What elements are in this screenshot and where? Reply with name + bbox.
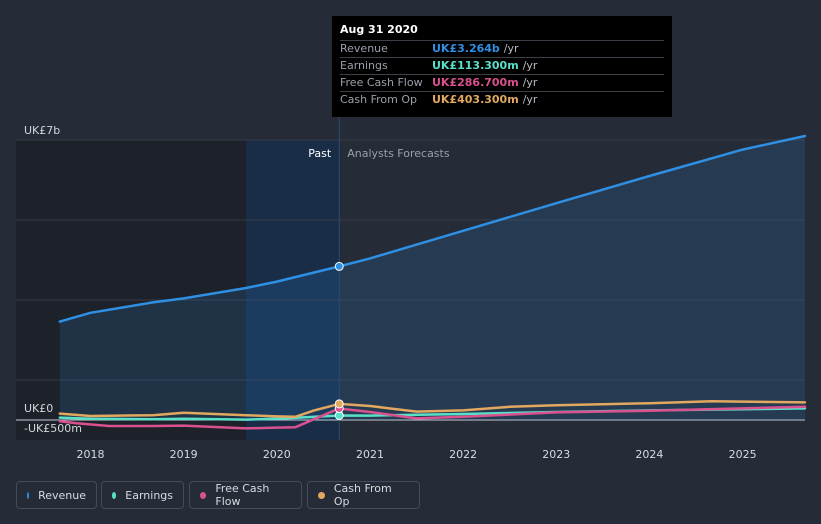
tooltip-date: Aug 31 2020	[340, 22, 664, 41]
past-region	[16, 140, 247, 440]
forecast-label: Analysts Forecasts	[347, 147, 450, 160]
tooltip-label: Free Cash Flow	[340, 76, 423, 89]
x-tick-label: 2023	[542, 448, 570, 461]
x-tick-label: 2025	[729, 448, 757, 461]
tooltip-unit: /yr	[503, 42, 519, 55]
revenue-area	[59, 136, 806, 420]
legend-label: Cash From Op	[333, 482, 392, 508]
free-cash-flow-line	[58, 405, 807, 430]
cash-from-op-line	[58, 399, 807, 419]
tooltip: Aug 31 2020 Revenue UK£3.264b/yr Earnings U…	[332, 16, 672, 117]
tooltip-value: UK£113.300m	[432, 59, 519, 72]
legend-label: Free Cash Flow	[215, 482, 270, 508]
legend-dot-icon	[112, 491, 117, 499]
tooltip-label: Revenue	[340, 42, 388, 55]
x-tick-label: 2019	[170, 448, 198, 461]
tooltip-label: Cash From Op	[340, 93, 418, 106]
tooltip-row: Cash From Op UK£403.300m/yr	[340, 92, 664, 108]
tooltip-value: UK£403.300m	[432, 93, 519, 106]
tooltip-row: Earnings UK£113.300m/yr	[340, 58, 664, 75]
legend-cash-from-op-button[interactable]: Cash From Op	[307, 481, 420, 509]
tooltip-row: Free Cash Flow UK£286.700m/yr	[340, 75, 664, 92]
tooltip-unit: /yr	[522, 59, 538, 72]
x-tick-label: 2020	[263, 448, 291, 461]
y-label-top: UK£7b	[24, 124, 60, 137]
legend-dot-icon	[200, 491, 207, 499]
legend-dot-icon	[27, 491, 30, 499]
past-label: Past	[308, 147, 332, 160]
revenue-point[interactable]	[334, 261, 344, 271]
x-tick-label: 2022	[449, 448, 477, 461]
y-label-bottom: -UK£500m	[24, 422, 82, 435]
legend-dot-icon	[318, 491, 325, 499]
tooltip-value: UK£3.264b	[432, 42, 500, 55]
x-tick-label: 2018	[77, 448, 105, 461]
legend-revenue-button[interactable]: Revenue	[16, 481, 97, 509]
cash-from-op-point[interactable]	[334, 399, 344, 409]
past-highlight	[246, 140, 340, 440]
legend-free-cash-flow-button[interactable]: Free Cash Flow	[189, 481, 302, 509]
tooltip-label: Earnings	[340, 59, 388, 72]
y-label-zero: UK£0	[24, 402, 53, 415]
tooltip-unit: /yr	[522, 93, 538, 106]
legend-label: Earnings	[125, 488, 173, 502]
tooltip-unit: /yr	[522, 76, 538, 89]
legend-label: Revenue	[38, 488, 86, 502]
legend-earnings-button[interactable]: Earnings	[101, 481, 184, 509]
tooltip-value: UK£286.700m	[432, 76, 519, 89]
tooltip-row: Revenue UK£3.264b/yr	[340, 41, 664, 58]
x-tick-label: 2021	[356, 448, 384, 461]
x-tick-label: 2024	[635, 448, 663, 461]
